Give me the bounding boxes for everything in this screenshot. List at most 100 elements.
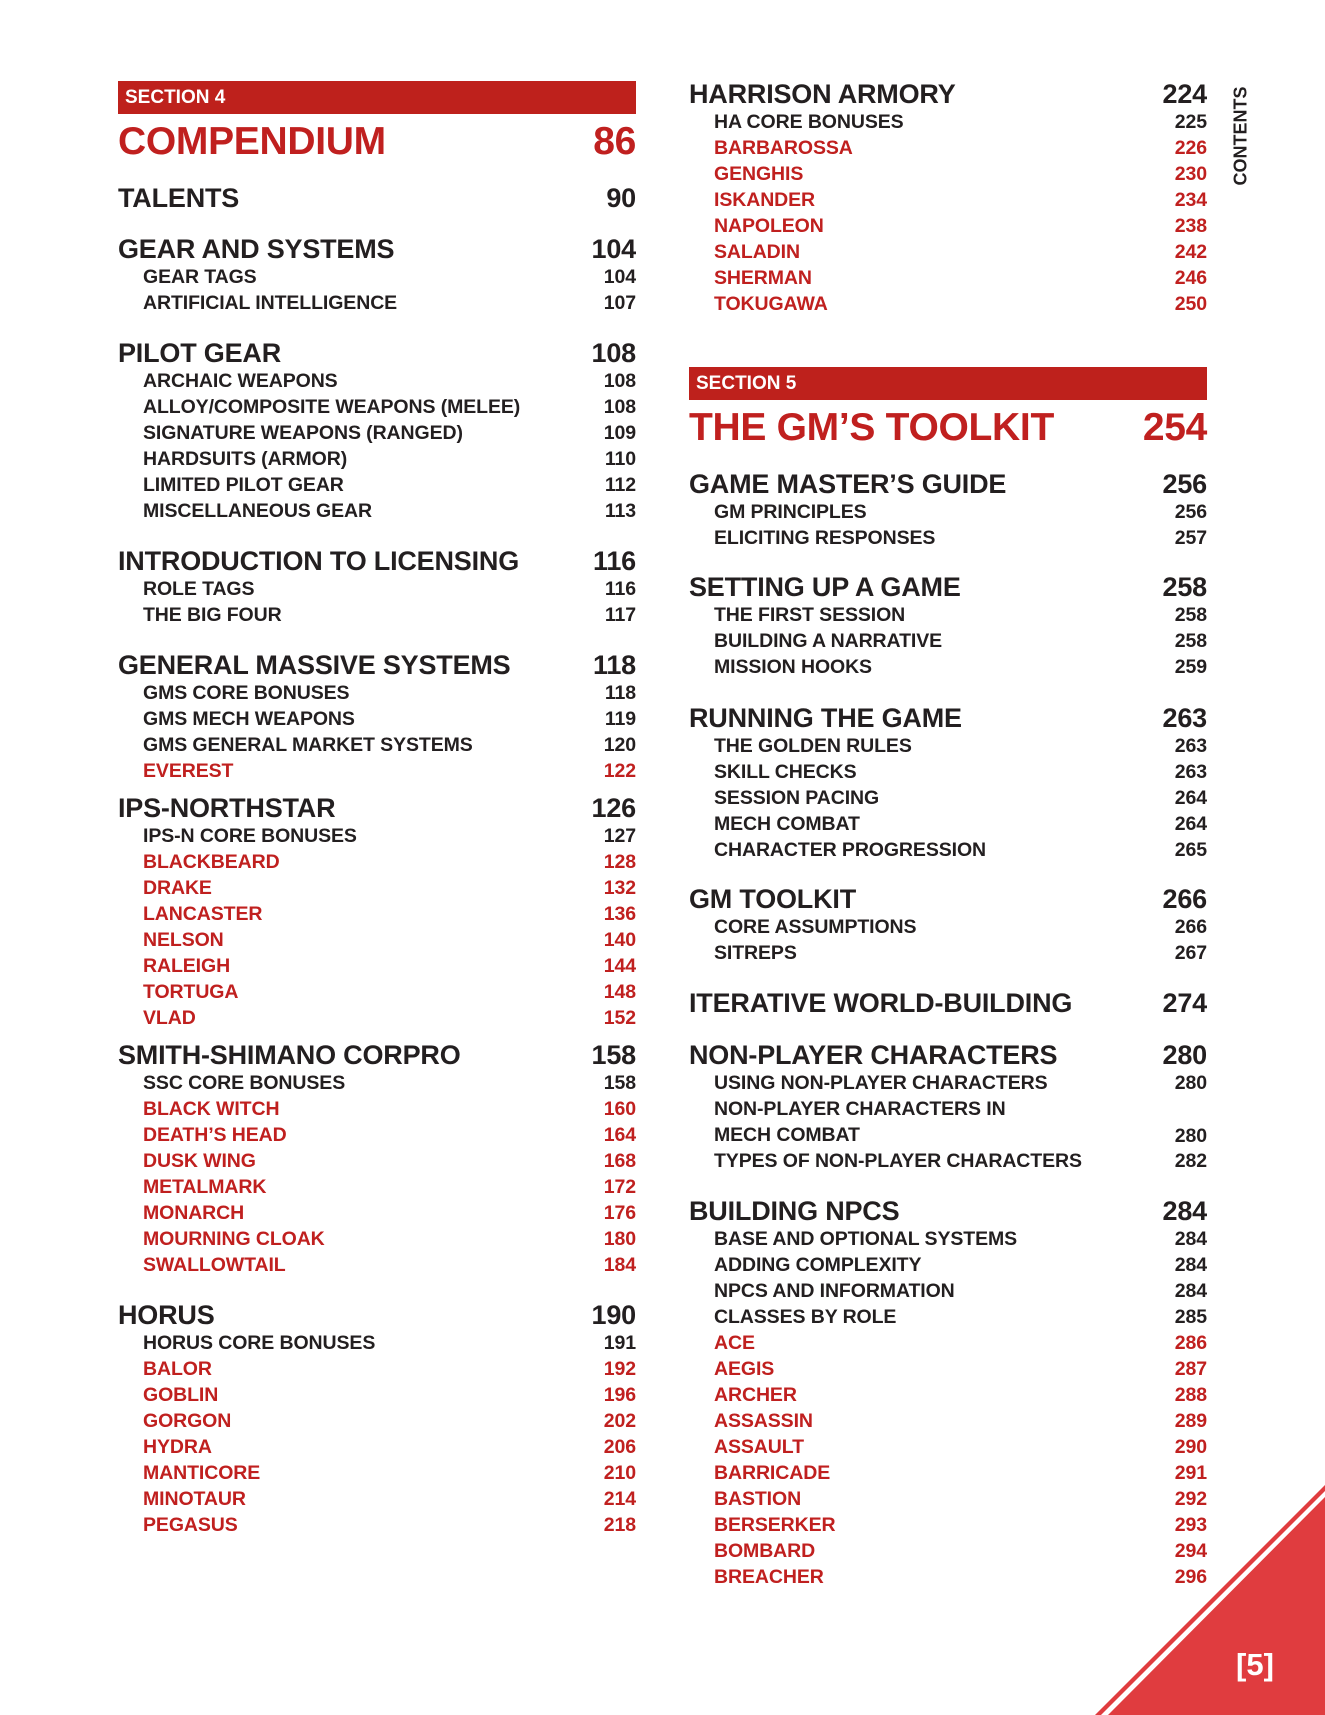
toc-sub-entry[interactable]: ARCHAIC WEAPONS 108 [143,368,636,394]
entry-label[interactable]: MISCELLANEOUS GEAR [143,499,372,522]
entry-page-number[interactable]: 127 [603,824,636,847]
entry-page-number[interactable]: 225 [1174,110,1207,133]
entry-page-number[interactable]: 206 [603,1435,636,1458]
toc-sub-entry[interactable]: CLASSES BY ROLE 285 [714,1304,1207,1330]
toc-sub-entry[interactable]: HORUS CORE BONUSES 191 [143,1330,636,1356]
entry-label[interactable]: IPS-N CORE BONUSES [143,824,357,847]
entry-label[interactable]: ASSASSIN [714,1409,813,1432]
entry-label[interactable]: EVEREST [143,759,234,782]
entry-page-number[interactable]: 246 [1174,266,1207,289]
toc-sub-entry[interactable]: ELICITING RESPONSES 257 [714,525,1207,551]
toc-sub-entry[interactable]: THE GOLDEN RULES 263 [714,733,1207,759]
entry-page-number[interactable]: 128 [603,850,636,873]
toc-sub-entry[interactable]: SESSION PACING 264 [714,785,1207,811]
toc-sub-entry[interactable]: GMS MECH WEAPONS 119 [143,706,636,732]
entry-page-number[interactable]: 230 [1174,162,1207,185]
entry-label[interactable]: HARDSUITS (ARMOR) [143,447,348,470]
entry-label[interactable]: GORGON [143,1409,232,1432]
toc-sub-entry[interactable]: TYPES OF NON-PLAYER CHARACTERS 282 [714,1148,1207,1174]
entry-page-number[interactable]: 234 [1174,188,1207,211]
toc-heading-entry[interactable]: ITERATIVE WORLD-BUILDING 274 [689,986,1207,1020]
toc-sub-entry[interactable]: SITREPS 267 [714,940,1207,966]
entry-page-number[interactable]: 250 [1174,292,1207,315]
entry-label[interactable]: HORUS CORE BONUSES [143,1331,376,1354]
toc-frame-entry[interactable]: BALOR 192 [143,1356,636,1382]
entry-label[interactable]: LIMITED PILOT GEAR [143,473,344,496]
entry-page-number[interactable]: 214 [603,1487,636,1510]
entry-page-number[interactable]: 289 [1174,1409,1207,1432]
entry-label[interactable]: DEATH’S HEAD [143,1123,287,1146]
entry-label[interactable]: THE FIRST SESSION [714,603,906,626]
entry-label[interactable]: PEGASUS [143,1513,238,1536]
toc-frame-entry[interactable]: ACE 286 [714,1330,1207,1356]
entry-page-number[interactable]: 109 [603,421,636,444]
toc-sub-entry[interactable]: MISSION HOOKS 259 [714,654,1207,680]
toc-sub-entry[interactable]: NON-PLAYER CHARACTERS IN MECH COMBAT 280 [714,1096,1207,1148]
heading-title[interactable]: HARRISON ARMORY [689,78,956,109]
heading-page-number[interactable]: 280 [1162,1039,1208,1070]
heading-page-number[interactable]: 274 [1162,987,1208,1018]
entry-label[interactable]: SHERMAN [714,266,812,289]
entry-label[interactable]: CORE ASSUMPTIONS [714,915,917,938]
entry-label[interactable]: MONARCH [143,1201,245,1224]
toc-sub-entry[interactable]: MECH COMBAT 264 [714,811,1207,837]
entry-page-number[interactable]: 104 [603,265,636,288]
entry-label[interactable]: TORTUGA [143,980,239,1003]
entry-page-number[interactable]: 267 [1174,941,1207,964]
entry-label[interactable]: MISSION HOOKS [714,655,872,678]
toc-frame-entry[interactable]: MANTICORE 210 [143,1460,636,1486]
toc-frame-entry[interactable]: ISKANDER 234 [714,187,1207,213]
entry-page-number[interactable]: 258 [1174,629,1207,652]
toc-sub-entry[interactable]: GMS GENERAL MARKET SYSTEMS 120 [143,732,636,758]
heading-title[interactable]: SMITH-SHIMANO CORPRO [118,1039,461,1070]
entry-page-number[interactable]: 264 [1174,812,1207,835]
entry-label[interactable]: VLAD [143,1006,196,1029]
entry-page-number[interactable]: 168 [603,1149,636,1172]
toc-frame-entry[interactable]: TOKUGAWA 250 [714,291,1207,317]
heading-page-number[interactable]: 90 [606,182,636,213]
entry-page-number[interactable]: 282 [1174,1149,1207,1172]
heading-title[interactable]: RUNNING THE GAME [689,702,962,733]
entry-label[interactable]: SIGNATURE WEAPONS (RANGED) [143,421,463,444]
entry-label[interactable]: GMS CORE BONUSES [143,681,350,704]
toc-heading-entry[interactable]: GAME MASTER’S GUIDE 256 [689,467,1207,501]
entry-page-number[interactable]: 119 [604,707,636,730]
toc-sub-entry[interactable]: GEAR TAGS 104 [143,264,636,290]
toc-sub-entry[interactable]: SIGNATURE WEAPONS (RANGED) 109 [143,420,636,446]
entry-label[interactable]: ADDING COMPLEXITY [714,1253,922,1276]
entry-label[interactable]: ROLE TAGS [143,577,255,600]
heading-title[interactable]: TALENTS [118,182,240,213]
heading-title[interactable]: HORUS [118,1299,215,1330]
toc-heading-entry[interactable]: GM TOOLKIT 266 [689,882,1207,916]
entry-label[interactable]: BREACHER [714,1565,824,1588]
entry-label[interactable]: BALOR [143,1357,212,1380]
toc-frame-entry[interactable]: LANCASTER 136 [143,901,636,927]
entry-page-number[interactable]: 180 [603,1227,636,1250]
heading-title[interactable]: INTRODUCTION TO LICENSING [118,545,520,576]
entry-page-number[interactable]: 287 [1174,1357,1207,1380]
entry-page-number[interactable]: 284 [1174,1227,1207,1250]
heading-page-number[interactable]: 284 [1162,1195,1208,1226]
toc-sub-entry[interactable]: HARDSUITS (ARMOR) 110 [143,446,636,472]
entry-label[interactable]: ASSAULT [714,1435,804,1458]
toc-frame-entry[interactable]: METALMARK 172 [143,1174,636,1200]
toc-heading-entry[interactable]: IPS-NORTHSTAR 126 [118,791,636,825]
heading-page-number[interactable]: 263 [1162,702,1208,733]
entry-label[interactable]: DUSK WING [143,1149,256,1172]
toc-frame-entry[interactable]: AEGIS 287 [714,1356,1207,1382]
entry-page-number[interactable]: 280 [1174,1125,1207,1147]
toc-frame-entry[interactable]: GOBLIN 196 [143,1382,636,1408]
entry-page-number[interactable]: 286 [1174,1331,1207,1354]
toc-heading-entry[interactable]: BUILDING NPCS 284 [689,1194,1207,1228]
entry-page-number[interactable]: 294 [1174,1539,1207,1562]
entry-page-number[interactable]: 242 [1174,240,1207,263]
heading-page-number[interactable]: 158 [591,1039,637,1070]
entry-label[interactable]: HA CORE BONUSES [714,110,904,133]
entry-label[interactable]: BLACKBEARD [143,850,280,873]
toc-sub-entry[interactable]: ALLOY/COMPOSITE WEAPONS (MELEE) 108 [143,394,636,420]
toc-sub-entry[interactable]: THE FIRST SESSION 258 [714,602,1207,628]
toc-frame-entry[interactable]: BERSERKER 293 [714,1512,1207,1538]
entry-label[interactable]: LANCASTER [143,902,263,925]
entry-page-number[interactable]: 210 [603,1461,636,1484]
entry-label[interactable]: BASE AND OPTIONAL SYSTEMS [714,1227,1018,1250]
